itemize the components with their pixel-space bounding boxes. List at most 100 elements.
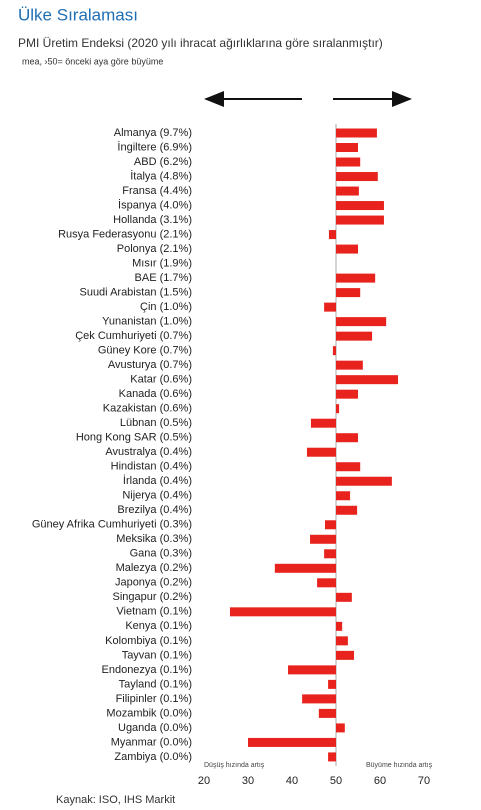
y-tick-label: Rusya Federasyonu (2.1%) xyxy=(58,228,192,240)
y-tick-label: Mozambik (0.0%) xyxy=(106,707,192,719)
bar xyxy=(229,607,336,617)
y-tick-label: Singapur (0.2%) xyxy=(113,591,193,603)
y-tick-label: Japonya (0.2%) xyxy=(115,577,192,589)
y-tick-label: BAE (1.7%) xyxy=(135,272,192,284)
y-tick-label: Avusturya (0.7%) xyxy=(108,359,192,371)
bar xyxy=(336,375,399,385)
bar xyxy=(310,534,336,544)
bar xyxy=(336,288,361,298)
bar xyxy=(325,520,336,530)
bar xyxy=(336,157,361,167)
y-tick-label: İtalya (4.8%) xyxy=(130,169,192,182)
y-tick-label: ABD (6.2%) xyxy=(134,156,192,168)
y-tick-label: Fransa (4.4%) xyxy=(122,185,192,197)
y-tick-label: Çek Cumhuriyeti (0.7%) xyxy=(75,330,192,342)
y-tick-label: Uganda (0.0%) xyxy=(118,722,192,734)
y-tick-label: Katar (0.6%) xyxy=(130,374,192,386)
x-tick-label: 40 xyxy=(286,775,298,787)
y-tick-label: Suudi Arabistan (1.5%) xyxy=(79,287,192,299)
bar xyxy=(288,665,336,675)
y-tick-label: Polonya (2.1%) xyxy=(117,243,192,255)
y-tick-label: Filipinler (0.1%) xyxy=(116,693,192,705)
y-tick-label: Gana (0.3%) xyxy=(130,548,192,560)
y-tick-label: Yunanistan (1.0%) xyxy=(102,316,192,328)
x-tick-label: 70 xyxy=(418,775,430,787)
bar xyxy=(274,563,336,573)
bar xyxy=(336,201,384,211)
bar xyxy=(336,186,359,196)
bar xyxy=(336,505,358,515)
y-tick-label: Mısır (1.9%) xyxy=(132,257,192,269)
y-tick-label: Güney Kore (0.7%) xyxy=(98,345,192,357)
x-tick-label: 50 xyxy=(330,775,342,787)
y-tick-label: Kolombiya (0.1%) xyxy=(105,635,192,647)
bar xyxy=(336,317,387,327)
bar xyxy=(336,389,358,399)
bar xyxy=(328,679,336,689)
bar xyxy=(336,172,378,182)
y-tick-label: Hindistan (0.4%) xyxy=(111,461,192,473)
x-tick-label: 60 xyxy=(374,775,386,787)
y-tick-label: İrlanda (0.4%) xyxy=(123,474,192,487)
bar xyxy=(336,244,358,254)
bar xyxy=(317,578,336,588)
bar xyxy=(336,723,345,733)
y-tick-label: Zambiya (0.0%) xyxy=(114,751,192,763)
subtitle: PMI Üretim Endeksi (2020 yılı ihracat ağ… xyxy=(18,36,383,50)
left-annotation: Düşüş hızında artış xyxy=(204,762,265,769)
bar xyxy=(302,694,336,704)
y-tick-label: Kanada (0.6%) xyxy=(119,388,192,400)
bar xyxy=(336,360,363,370)
bar xyxy=(336,476,392,486)
bar xyxy=(336,621,343,631)
bar xyxy=(336,433,358,443)
chart-title: Ülke Sıralaması xyxy=(18,5,138,24)
y-tick-label: İspanya (4.0%) xyxy=(118,198,192,211)
bar xyxy=(336,491,351,501)
bar xyxy=(310,418,336,428)
note: mea, ›50= önceki aya göre büyüme xyxy=(22,56,163,66)
right-annotation: Büyüme hızında artış xyxy=(366,762,433,769)
bar xyxy=(248,737,336,747)
y-tick-label: Çin (1.0%) xyxy=(140,301,192,313)
y-tick-label: Tayland (0.1%) xyxy=(119,678,192,690)
y-tick-label: Hong Kong SAR (0.5%) xyxy=(76,432,192,444)
y-tick-label: Vietnam (0.1%) xyxy=(116,606,192,618)
y-tick-label: Myanmar (0.0%) xyxy=(111,736,192,748)
y-tick-label: Kenya (0.1%) xyxy=(125,620,192,632)
bar xyxy=(336,128,377,138)
bar xyxy=(336,462,361,472)
y-tick-label: Nijerya (0.4%) xyxy=(122,490,192,502)
bar xyxy=(336,650,355,660)
bar xyxy=(336,273,376,283)
x-tick-label: 30 xyxy=(242,775,254,787)
bar xyxy=(328,230,336,240)
y-tick-label: Malezya (0.2%) xyxy=(116,562,192,574)
bar xyxy=(328,752,336,762)
y-tick-label: Lübnan (0.5%) xyxy=(120,417,192,429)
bar xyxy=(324,549,336,559)
bar xyxy=(336,331,373,341)
bar xyxy=(336,636,348,646)
bar xyxy=(306,447,336,457)
bar xyxy=(324,302,336,312)
y-tick-label: Kazakistan (0.6%) xyxy=(103,403,192,415)
y-tick-label: Avustralya (0.4%) xyxy=(105,446,192,458)
y-tick-label: İngiltere (6.9%) xyxy=(117,140,192,153)
bar xyxy=(318,708,336,718)
y-tick-label: Hollanda (3.1%) xyxy=(113,214,192,226)
y-tick-label: Almanya (9.7%) xyxy=(114,127,192,139)
y-tick-label: Meksika (0.3%) xyxy=(116,533,192,545)
bar xyxy=(336,143,358,153)
bar xyxy=(336,592,352,602)
y-tick-label: Güney Afrika Cumhuriyeti (0.3%) xyxy=(32,519,192,531)
y-tick-label: Tayvan (0.1%) xyxy=(122,649,192,661)
bar xyxy=(336,215,384,225)
y-tick-label: Brezilya (0.4%) xyxy=(117,504,192,516)
bar xyxy=(336,404,340,414)
x-tick-label: 20 xyxy=(198,775,210,787)
source: Kaynak: ISO, IHS Markit xyxy=(56,794,175,806)
y-tick-label: Endonezya (0.1%) xyxy=(102,664,193,676)
bar xyxy=(332,346,336,356)
